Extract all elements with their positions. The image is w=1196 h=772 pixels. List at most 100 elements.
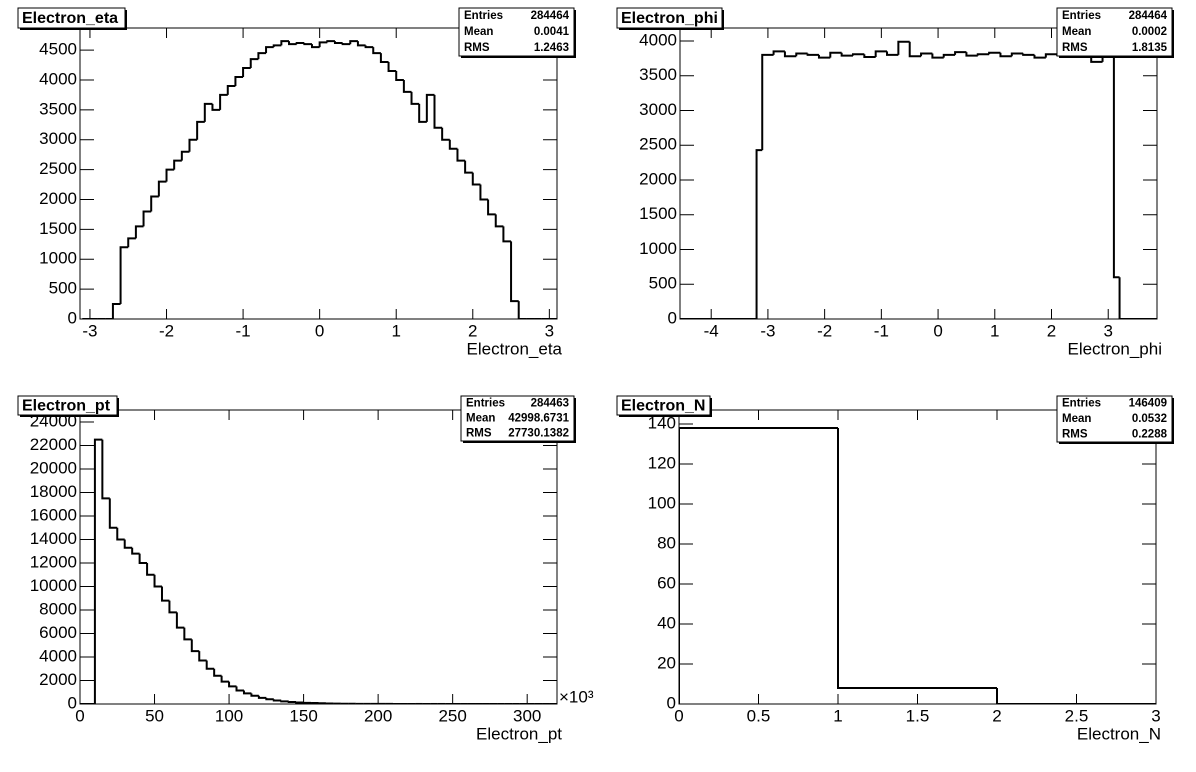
y-tick-label: 1500 [39,219,77,238]
stats-value: 0.0532 [1132,413,1167,425]
bin [988,51,1001,55]
x-tick-label: -3 [760,321,775,340]
bin [250,693,259,697]
bin [160,586,170,602]
bin [851,53,865,56]
bin [257,52,267,60]
stats-label: RMS [464,42,490,54]
bin [220,675,230,683]
y-tick-label: 12000 [30,552,77,571]
title: Electron_N [621,398,705,415]
bin [441,127,450,141]
pad: 0 0.5 1 1.5 2 2.5 3020406080100120140Electron_… [616,395,1174,743]
x-tick-label: 1 [990,321,999,340]
bin [517,301,527,319]
bin [479,184,489,201]
y-tick-label: 120 [648,453,676,472]
stats-box [1056,395,1173,443]
x-tick-label: 200 [364,706,392,725]
bin [188,138,198,152]
bin [116,527,125,541]
bin [1118,277,1157,319]
bin [205,660,215,670]
stats-value: 0.0002 [1132,26,1167,38]
bin [886,51,899,56]
bin [1112,53,1120,279]
y-tick-label: 18000 [30,482,77,501]
bin [356,41,366,47]
bin [211,103,221,111]
histogram [82,40,557,319]
bin [996,688,1156,704]
bin [234,75,244,86]
y-tick-label: 6000 [39,623,77,642]
stats-label: Entries [1062,10,1101,22]
bin [1033,54,1046,59]
x-axis-label: Electron_eta [467,339,563,358]
title-box [616,395,711,416]
bin [153,574,162,588]
bin [318,41,328,48]
bin [410,91,420,105]
bin [196,120,205,140]
y-tick-label: 14000 [30,529,77,548]
bin [494,214,504,228]
y-tick-label: 4000 [39,646,77,665]
bin [280,40,290,46]
bin [448,139,458,150]
bin [108,498,118,529]
bin [235,686,244,692]
stats-value: 0.2288 [1132,428,1168,440]
bin [226,84,236,95]
bin [464,160,473,174]
x-axis-exponent: ×10³ [559,687,594,706]
y-tick-label: 140 [648,413,676,432]
x-tick-label: 0 [75,706,84,725]
stats-value: 284464 [531,10,570,22]
bin [999,52,1012,58]
stats-box [460,395,575,442]
y-tick-label: 3000 [39,129,77,148]
stats-label: Entries [1062,398,1101,410]
stats-value: 146409 [1129,398,1167,410]
bin [265,46,274,54]
x-tick-label: -1 [874,321,889,340]
bin [119,246,129,305]
y-tick-label: 2000 [639,169,677,188]
bin [183,627,192,641]
bin [1022,53,1035,56]
stats-label: RMS [466,428,492,440]
x-axis-label: Electron_N [1077,724,1161,743]
bin [326,40,335,43]
x-tick-label: 150 [289,706,317,725]
y-tick-label: 4500 [39,40,77,59]
histogram [680,40,1157,319]
bin [134,225,144,239]
bin [142,210,152,227]
bin [272,699,282,702]
bin [863,54,876,58]
bin [101,439,110,500]
y-tick-label: 0 [668,308,677,327]
pad: 0 50 100 150 200 250 300 0 2000 4000 6000 8000 10000… [17,395,594,743]
y-tick-label: 100 [648,493,676,512]
bin [783,51,797,58]
title: Electron_pt [22,398,111,415]
stats-box [1056,7,1173,57]
frame [679,27,1158,320]
stats-label: RMS [1062,428,1088,440]
y-tick-label: 8000 [39,599,77,618]
stats-box [458,7,575,57]
bin [272,44,282,48]
bin [364,45,374,49]
title-box [17,7,126,29]
bin [111,303,121,319]
x-tick-label: 2 [468,321,477,340]
bin [203,102,213,122]
y-tick-label: 1000 [639,239,677,258]
x-tick-label: -1 [236,321,251,340]
title-box [616,7,723,29]
x-tick-label: 1.5 [906,706,930,725]
bin [168,600,177,614]
